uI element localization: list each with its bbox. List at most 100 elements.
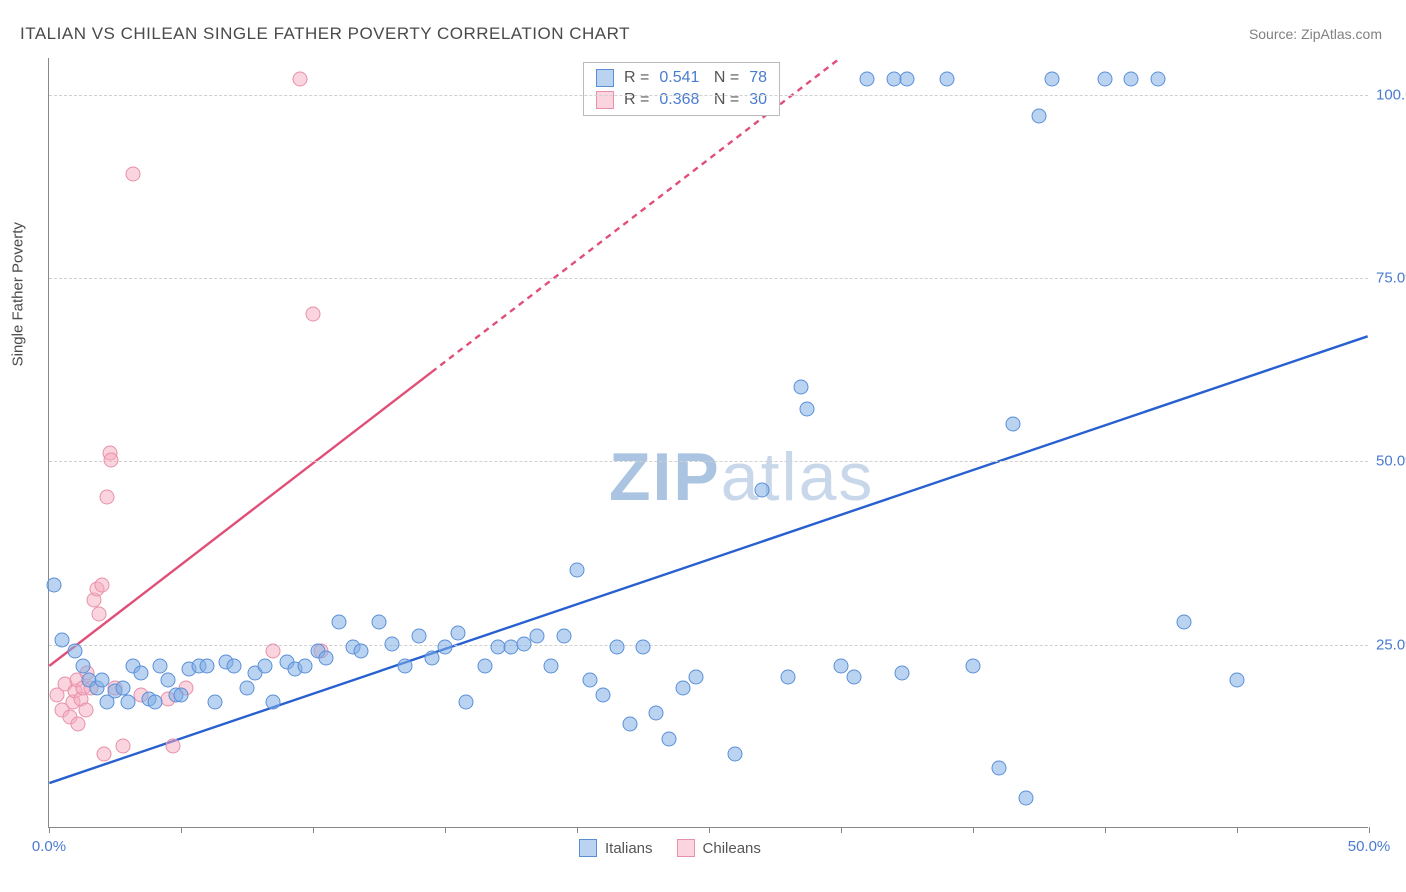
gridline	[49, 95, 1368, 96]
point-italian	[353, 644, 368, 659]
point-italian	[1018, 790, 1033, 805]
point-italian	[966, 658, 981, 673]
point-chilean	[100, 490, 115, 505]
point-italian	[424, 651, 439, 666]
point-italian	[200, 658, 215, 673]
source-label: Source: ZipAtlas.com	[1249, 26, 1382, 42]
swatch-pink-icon	[677, 839, 695, 857]
point-italian	[860, 72, 875, 87]
y-tick-label: 25.0%	[1376, 636, 1406, 653]
point-chilean	[71, 717, 86, 732]
point-italian	[662, 732, 677, 747]
point-italian	[1230, 673, 1245, 688]
point-italian	[438, 640, 453, 655]
x-tick	[1105, 827, 1106, 833]
y-tick-label: 75.0%	[1376, 270, 1406, 287]
point-italian	[781, 669, 796, 684]
point-italian	[894, 666, 909, 681]
point-italian	[174, 688, 189, 703]
point-italian	[451, 625, 466, 640]
point-chilean	[104, 453, 119, 468]
gridline	[49, 278, 1368, 279]
x-tick-label: 50.0%	[1348, 838, 1391, 855]
x-tick	[973, 827, 974, 833]
point-chilean	[126, 167, 141, 182]
point-italian	[543, 658, 558, 673]
point-italian	[147, 695, 162, 710]
point-italian	[1045, 72, 1060, 87]
point-italian	[1005, 416, 1020, 431]
point-italian	[900, 72, 915, 87]
point-italian	[208, 695, 223, 710]
point-italian	[121, 695, 136, 710]
point-italian	[622, 717, 637, 732]
trend-lines	[49, 58, 1368, 827]
point-italian	[688, 669, 703, 684]
x-tick-label: 0.0%	[32, 838, 66, 855]
point-italian	[68, 644, 83, 659]
legend-item-chileans: Chileans	[677, 839, 761, 857]
point-chilean	[92, 607, 107, 622]
swatch-blue-icon	[596, 69, 614, 87]
point-italian	[530, 629, 545, 644]
point-chilean	[78, 702, 93, 717]
point-italian	[728, 746, 743, 761]
x-tick	[181, 827, 182, 833]
stats-box: R = 0.541 N = 78 R = 0.368 N = 30	[583, 62, 780, 116]
stat-r-label: R =	[624, 69, 649, 87]
point-chilean	[306, 306, 321, 321]
point-italian	[609, 640, 624, 655]
x-tick	[1369, 827, 1370, 833]
point-italian	[570, 563, 585, 578]
point-italian	[266, 695, 281, 710]
point-italian	[1177, 614, 1192, 629]
point-chilean	[97, 746, 112, 761]
point-italian	[847, 669, 862, 684]
point-italian	[1150, 72, 1165, 87]
point-italian	[1032, 108, 1047, 123]
legend: Italians Chileans	[579, 839, 761, 857]
chart-container: ITALIAN VS CHILEAN SINGLE FATHER POVERTY…	[0, 0, 1406, 892]
point-italian	[992, 761, 1007, 776]
point-chilean	[94, 578, 109, 593]
point-italian	[240, 680, 255, 695]
x-tick	[577, 827, 578, 833]
point-italian	[411, 629, 426, 644]
x-tick	[709, 827, 710, 833]
point-italian	[298, 658, 313, 673]
point-italian	[332, 614, 347, 629]
point-chilean	[292, 72, 307, 87]
point-italian	[152, 658, 167, 673]
point-italian	[754, 482, 769, 497]
point-italian	[799, 402, 814, 417]
point-italian	[134, 666, 149, 681]
point-italian	[385, 636, 400, 651]
point-italian	[76, 658, 91, 673]
gridline	[49, 461, 1368, 462]
point-italian	[94, 673, 109, 688]
point-italian	[55, 633, 70, 648]
point-italian	[939, 72, 954, 87]
point-italian	[477, 658, 492, 673]
point-italian	[649, 706, 664, 721]
plot-area: ZIPatlas R = 0.541 N = 78 R = 0.368 N = …	[48, 58, 1368, 828]
point-chilean	[166, 739, 181, 754]
gridline	[49, 645, 1368, 646]
point-chilean	[266, 644, 281, 659]
point-italian	[556, 629, 571, 644]
point-italian	[398, 658, 413, 673]
x-tick	[1237, 827, 1238, 833]
y-tick-label: 100.0%	[1376, 86, 1406, 103]
point-italian	[372, 614, 387, 629]
point-chilean	[115, 739, 130, 754]
point-italian	[226, 658, 241, 673]
legend-item-italians: Italians	[579, 839, 653, 857]
point-italian	[834, 658, 849, 673]
x-tick	[445, 827, 446, 833]
point-italian	[636, 640, 651, 655]
point-italian	[319, 651, 334, 666]
swatch-blue-icon	[579, 839, 597, 857]
point-italian	[459, 695, 474, 710]
stat-r-blue: 0.541	[659, 69, 699, 87]
legend-label-chileans: Chileans	[703, 840, 761, 857]
